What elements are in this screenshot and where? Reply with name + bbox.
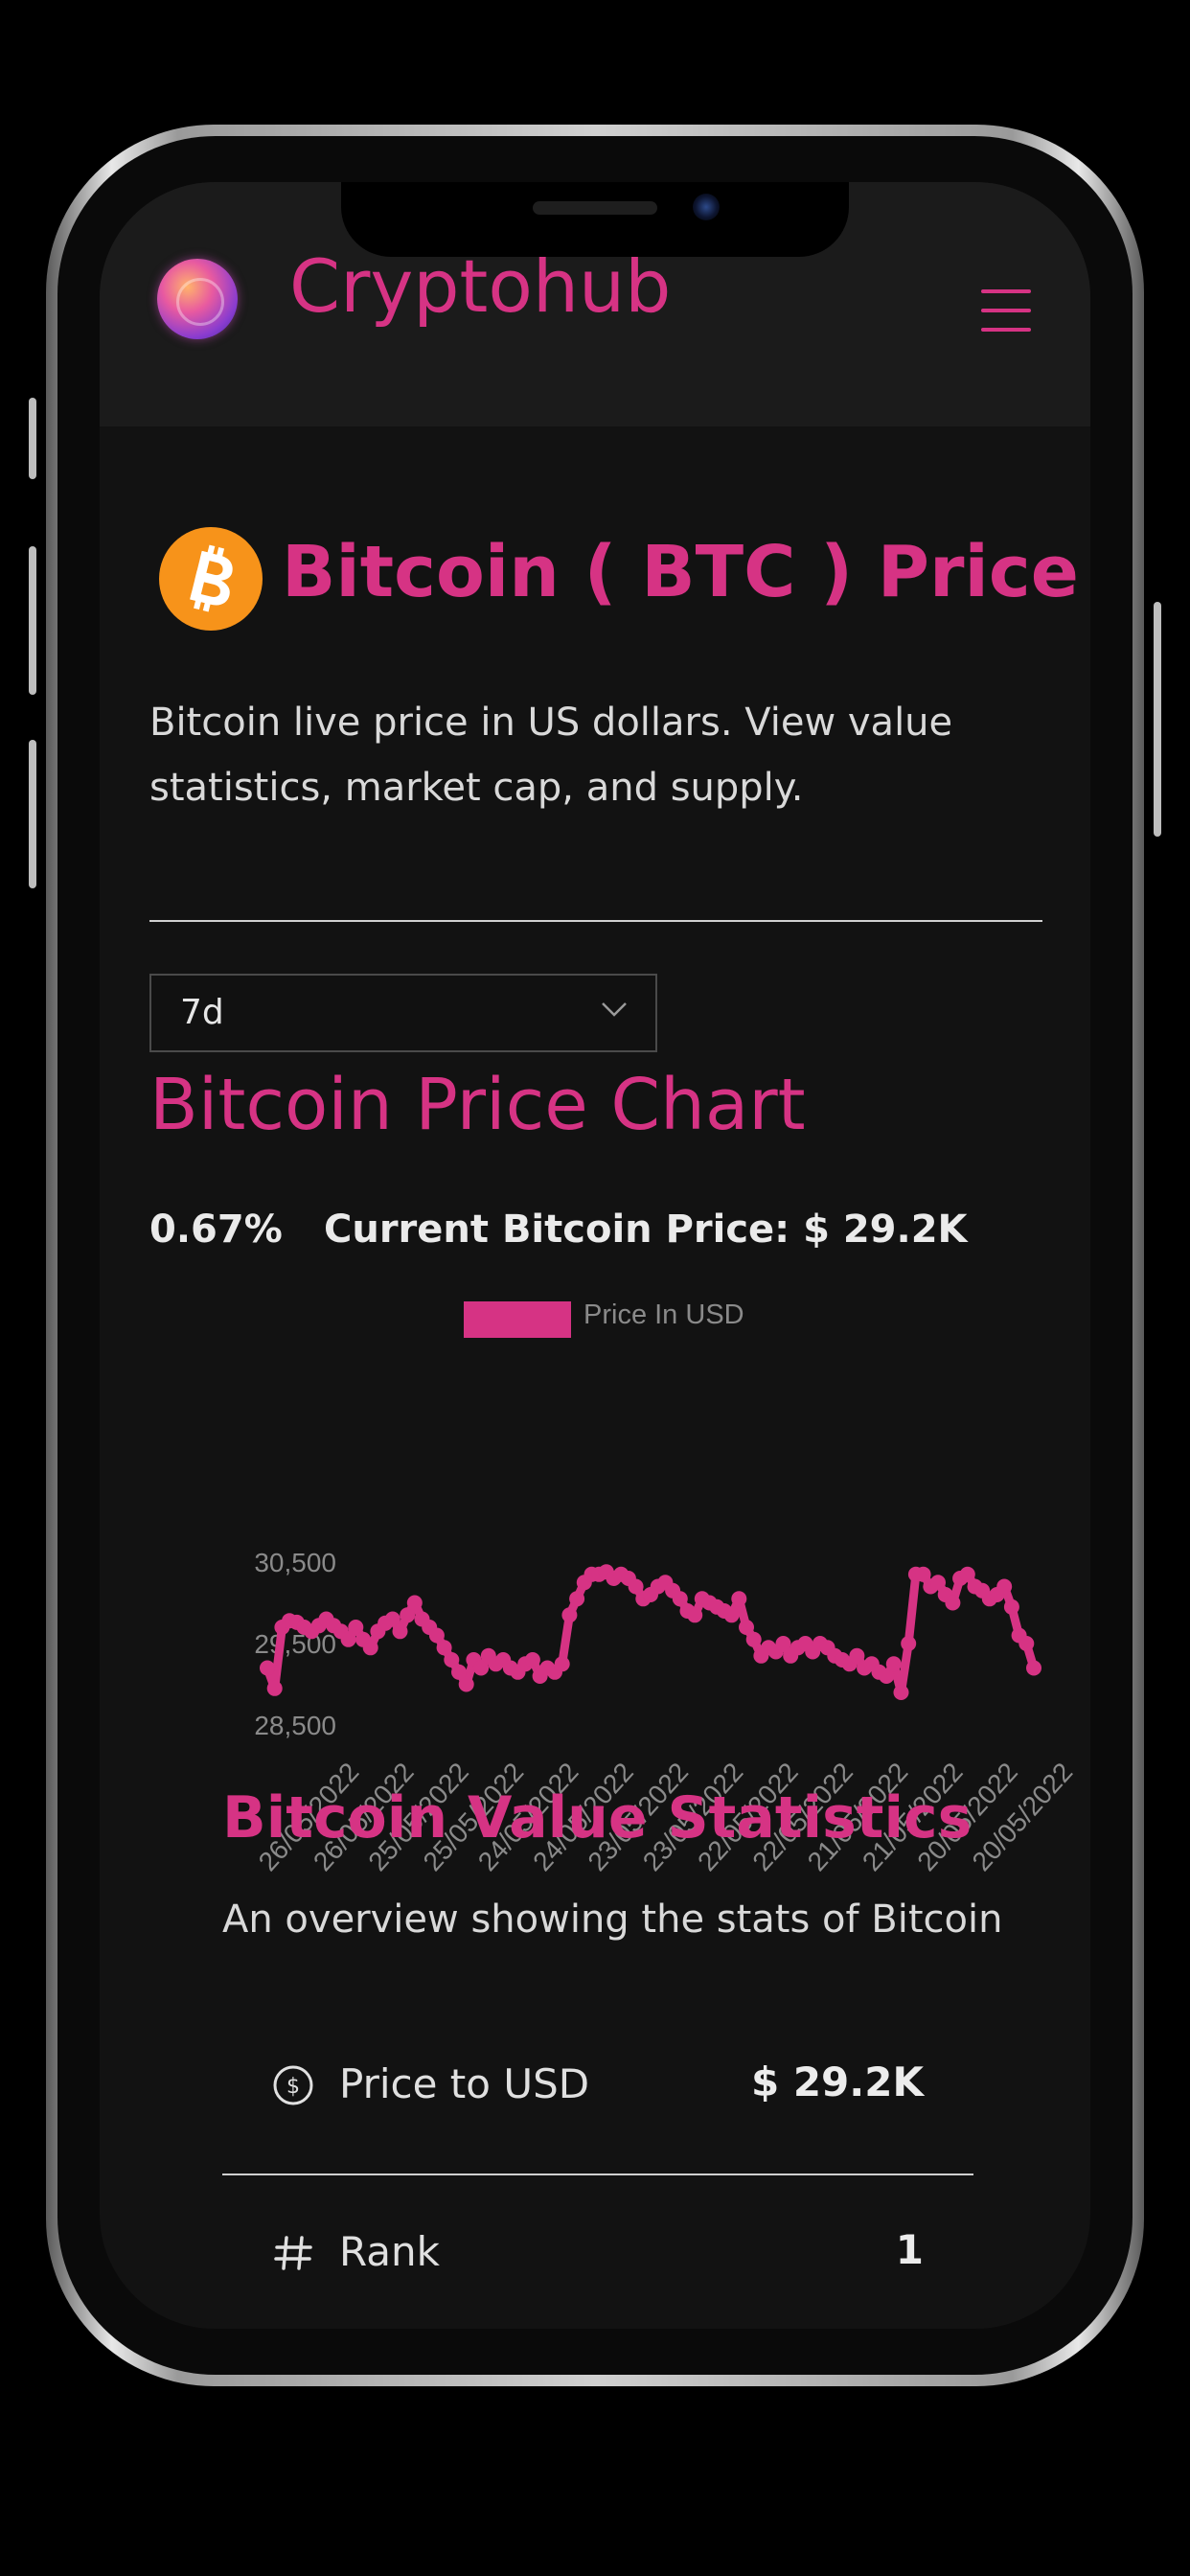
price-point[interactable] — [392, 1623, 408, 1640]
divider — [149, 920, 1042, 922]
price-point[interactable] — [524, 1652, 540, 1668]
price-point[interactable] — [444, 1652, 460, 1668]
price-point[interactable] — [362, 1640, 378, 1656]
price-point[interactable] — [915, 1566, 931, 1582]
y-tick-label: 28,500 — [254, 1711, 336, 1740]
price-point[interactable] — [473, 1660, 490, 1676]
price-point[interactable] — [959, 1566, 975, 1582]
time-period-value: 7d — [180, 993, 224, 1032]
price-point[interactable] — [945, 1595, 961, 1611]
stat-value: $ 29.2K — [750, 2058, 924, 2105]
power-button — [1154, 602, 1161, 837]
price-point[interactable] — [554, 1656, 570, 1672]
price-point[interactable] — [687, 1607, 703, 1623]
price-point[interactable] — [901, 1636, 917, 1651]
price-point[interactable] — [628, 1578, 644, 1595]
volume-up-button — [29, 546, 36, 695]
chart-title: Bitcoin Price Chart — [149, 1064, 806, 1146]
front-camera — [693, 194, 720, 220]
page-title: Bitcoin ( BTC ) Price — [282, 531, 1079, 613]
price-point[interactable] — [348, 1620, 364, 1635]
price-point[interactable] — [436, 1640, 452, 1656]
price-point[interactable] — [930, 1575, 946, 1591]
price-point[interactable] — [458, 1676, 474, 1692]
cryptohub-logo[interactable] — [157, 259, 238, 339]
price-point[interactable] — [672, 1591, 688, 1607]
price-point[interactable] — [569, 1591, 585, 1607]
stat-value: 1 — [895, 2226, 924, 2273]
price-point[interactable] — [723, 1607, 740, 1623]
price-point[interactable] — [406, 1595, 423, 1611]
mute-switch — [29, 398, 36, 479]
price-point[interactable] — [879, 1668, 895, 1684]
app-header: Cryptohub — [100, 182, 1090, 426]
price-point[interactable] — [1018, 1636, 1035, 1651]
page-description: Bitcoin live price in US dollars. View v… — [149, 701, 953, 810]
notch — [341, 182, 849, 257]
volume-down-button — [29, 740, 36, 888]
price-point[interactable] — [775, 1636, 791, 1651]
price-point[interactable] — [996, 1578, 1013, 1595]
legend-label[interactable]: Price In USD — [584, 1300, 744, 1330]
time-period-select[interactable]: 7d — [149, 974, 657, 1052]
screen: Cryptohub Bitcoin ( BTC ) Price Bitcoin … — [100, 182, 1090, 2329]
price-chart: 30,50029,50028,50026/05/202226/05/202225… — [253, 1548, 1077, 1876]
price-point[interactable] — [266, 1680, 283, 1696]
legend-swatch[interactable] — [464, 1301, 571, 1338]
price-point[interactable] — [451, 1664, 467, 1680]
svg-text:$: $ — [286, 2075, 300, 2099]
chevron-down-icon — [602, 1002, 627, 1017]
brand-name[interactable]: Cryptohub — [289, 243, 672, 329]
price-point[interactable] — [384, 1611, 400, 1627]
stat-row-price: $ Price to USD $ 29.2K — [222, 2012, 973, 2175]
y-tick-label: 29,500 — [254, 1629, 336, 1659]
price-point[interactable] — [739, 1620, 754, 1635]
price-point[interactable] — [561, 1607, 578, 1623]
price-point[interactable] — [428, 1627, 445, 1644]
price-point[interactable] — [1003, 1598, 1019, 1615]
price-point[interactable] — [731, 1591, 747, 1607]
stat-label: Rank — [339, 2228, 440, 2275]
divider — [222, 2174, 973, 2175]
dollar-circle-icon: $ — [273, 2065, 313, 2105]
price-point[interactable] — [745, 1631, 762, 1647]
stat-label: Price to USD — [339, 2060, 590, 2107]
price-point[interactable] — [1026, 1660, 1041, 1676]
price-point[interactable] — [340, 1631, 356, 1647]
bitcoin-logo-icon — [159, 527, 263, 631]
stat-row-rank: Rank 1 — [222, 2180, 973, 2329]
stats-title: Bitcoin Value Statistics — [222, 1784, 973, 1852]
price-point[interactable] — [260, 1660, 275, 1676]
speaker — [533, 201, 657, 215]
y-tick-label: 30,500 — [254, 1548, 336, 1577]
price-point[interactable] — [893, 1685, 909, 1700]
hash-icon — [274, 2236, 312, 2270]
price-point[interactable] — [849, 1647, 865, 1664]
price-change: 0.67% — [149, 1208, 283, 1252]
price-point[interactable] — [400, 1607, 416, 1623]
hamburger-menu-icon[interactable] — [981, 289, 1031, 332]
price-point[interactable] — [885, 1656, 902, 1672]
stats-description: An overview showing the stats of Bitcoin — [222, 1898, 1003, 1942]
current-price: Current Bitcoin Price: $ 29.2K — [324, 1208, 968, 1252]
